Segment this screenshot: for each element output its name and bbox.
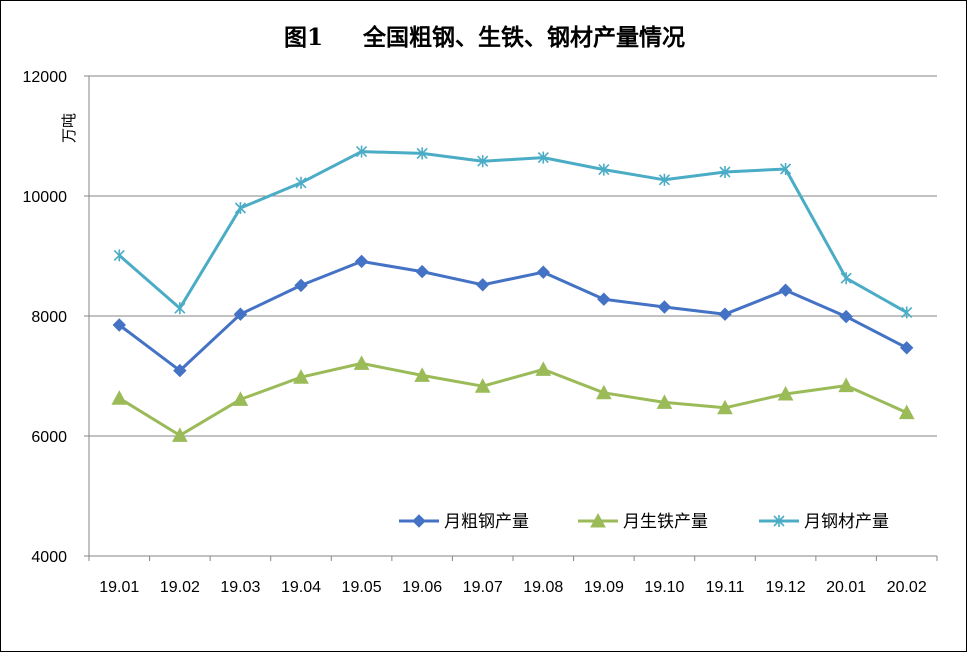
- data-point: [537, 151, 549, 164]
- legend-label: 月粗钢产量: [444, 512, 529, 532]
- series-line: [118, 259, 908, 373]
- data-point: [233, 307, 248, 321]
- x-tick-label: 19.03: [220, 579, 260, 596]
- data-point: [474, 378, 491, 393]
- legend-marker: [773, 515, 785, 527]
- x-tick-label: 19.06: [402, 579, 442, 596]
- data-point: [234, 202, 246, 214]
- data-point: [112, 318, 126, 332]
- x-tick-label: 19.01: [99, 579, 139, 596]
- data-point: [780, 163, 792, 175]
- chart-title: 图1 全国粗钢、生铁、钢材产量情况: [283, 24, 686, 51]
- x-tick-label: 19.09: [584, 579, 624, 596]
- series-line: [118, 361, 908, 437]
- data-point: [113, 249, 125, 262]
- data-point: [111, 390, 128, 405]
- data-point: [901, 306, 913, 319]
- x-tick-label: 20.02: [887, 579, 927, 596]
- data-point: [293, 369, 309, 384]
- legend-item-1: 月粗钢产量: [399, 512, 529, 532]
- data-point: [535, 361, 552, 376]
- data-point: [415, 264, 429, 279]
- data-point: [354, 254, 369, 269]
- x-tick-label: 19.08: [523, 579, 563, 596]
- data-point: [657, 300, 672, 314]
- y-tick-label: 8000: [31, 309, 67, 326]
- y-tick-label: 4000: [31, 549, 67, 566]
- legend-item-3: 月钢材产量: [759, 512, 889, 532]
- data-point: [536, 265, 550, 279]
- y-tick-label: 10000: [23, 189, 68, 206]
- series-2: [111, 355, 915, 442]
- data-point: [597, 292, 611, 306]
- y-axis-label: 万吨: [60, 113, 78, 143]
- series-3: [113, 145, 913, 319]
- data-point: [294, 278, 308, 293]
- data-point: [719, 166, 731, 178]
- data-point: [173, 363, 187, 378]
- data-point: [718, 307, 732, 321]
- x-tick-label: 19.11: [706, 579, 745, 596]
- x-tick-label: 20.01: [826, 579, 866, 596]
- data-point: [656, 394, 673, 409]
- data-point: [477, 155, 489, 168]
- data-point: [717, 399, 733, 415]
- data-point: [174, 302, 186, 315]
- series-line: [118, 150, 908, 314]
- x-tick-label: 19.02: [160, 579, 200, 596]
- data-point: [778, 283, 793, 297]
- data-point: [898, 404, 915, 420]
- data-point: [476, 278, 490, 292]
- data-point: [838, 377, 854, 393]
- y-tick-label: 6000: [31, 429, 67, 446]
- legend-label: 月生铁产量: [623, 512, 708, 532]
- data-point: [777, 385, 794, 401]
- data-point: [839, 309, 853, 324]
- y-tick-label: 12000: [23, 69, 68, 86]
- x-tick-label: 19.10: [644, 579, 684, 596]
- x-tick-label: 19.05: [342, 579, 382, 596]
- data-point: [900, 341, 914, 355]
- data-point: [596, 384, 612, 400]
- data-point: [598, 163, 610, 176]
- data-point: [658, 173, 670, 186]
- data-point: [232, 391, 249, 406]
- legend-marker: [412, 514, 426, 528]
- data-point: [840, 272, 852, 285]
- legend-label: 月钢材产量: [804, 512, 889, 532]
- x-tick-label: 19.12: [766, 579, 806, 596]
- legend-marker: [590, 512, 606, 528]
- legend-item-2: 月生铁产量: [578, 512, 708, 532]
- data-point: [356, 145, 368, 158]
- data-point: [353, 355, 370, 370]
- data-point: [416, 147, 428, 160]
- series-1: [112, 254, 914, 378]
- x-tick-label: 19.04: [281, 579, 321, 596]
- x-tick-label: 19.07: [463, 579, 503, 596]
- data-point: [172, 427, 188, 442]
- data-point: [414, 367, 430, 382]
- data-point: [295, 176, 307, 189]
